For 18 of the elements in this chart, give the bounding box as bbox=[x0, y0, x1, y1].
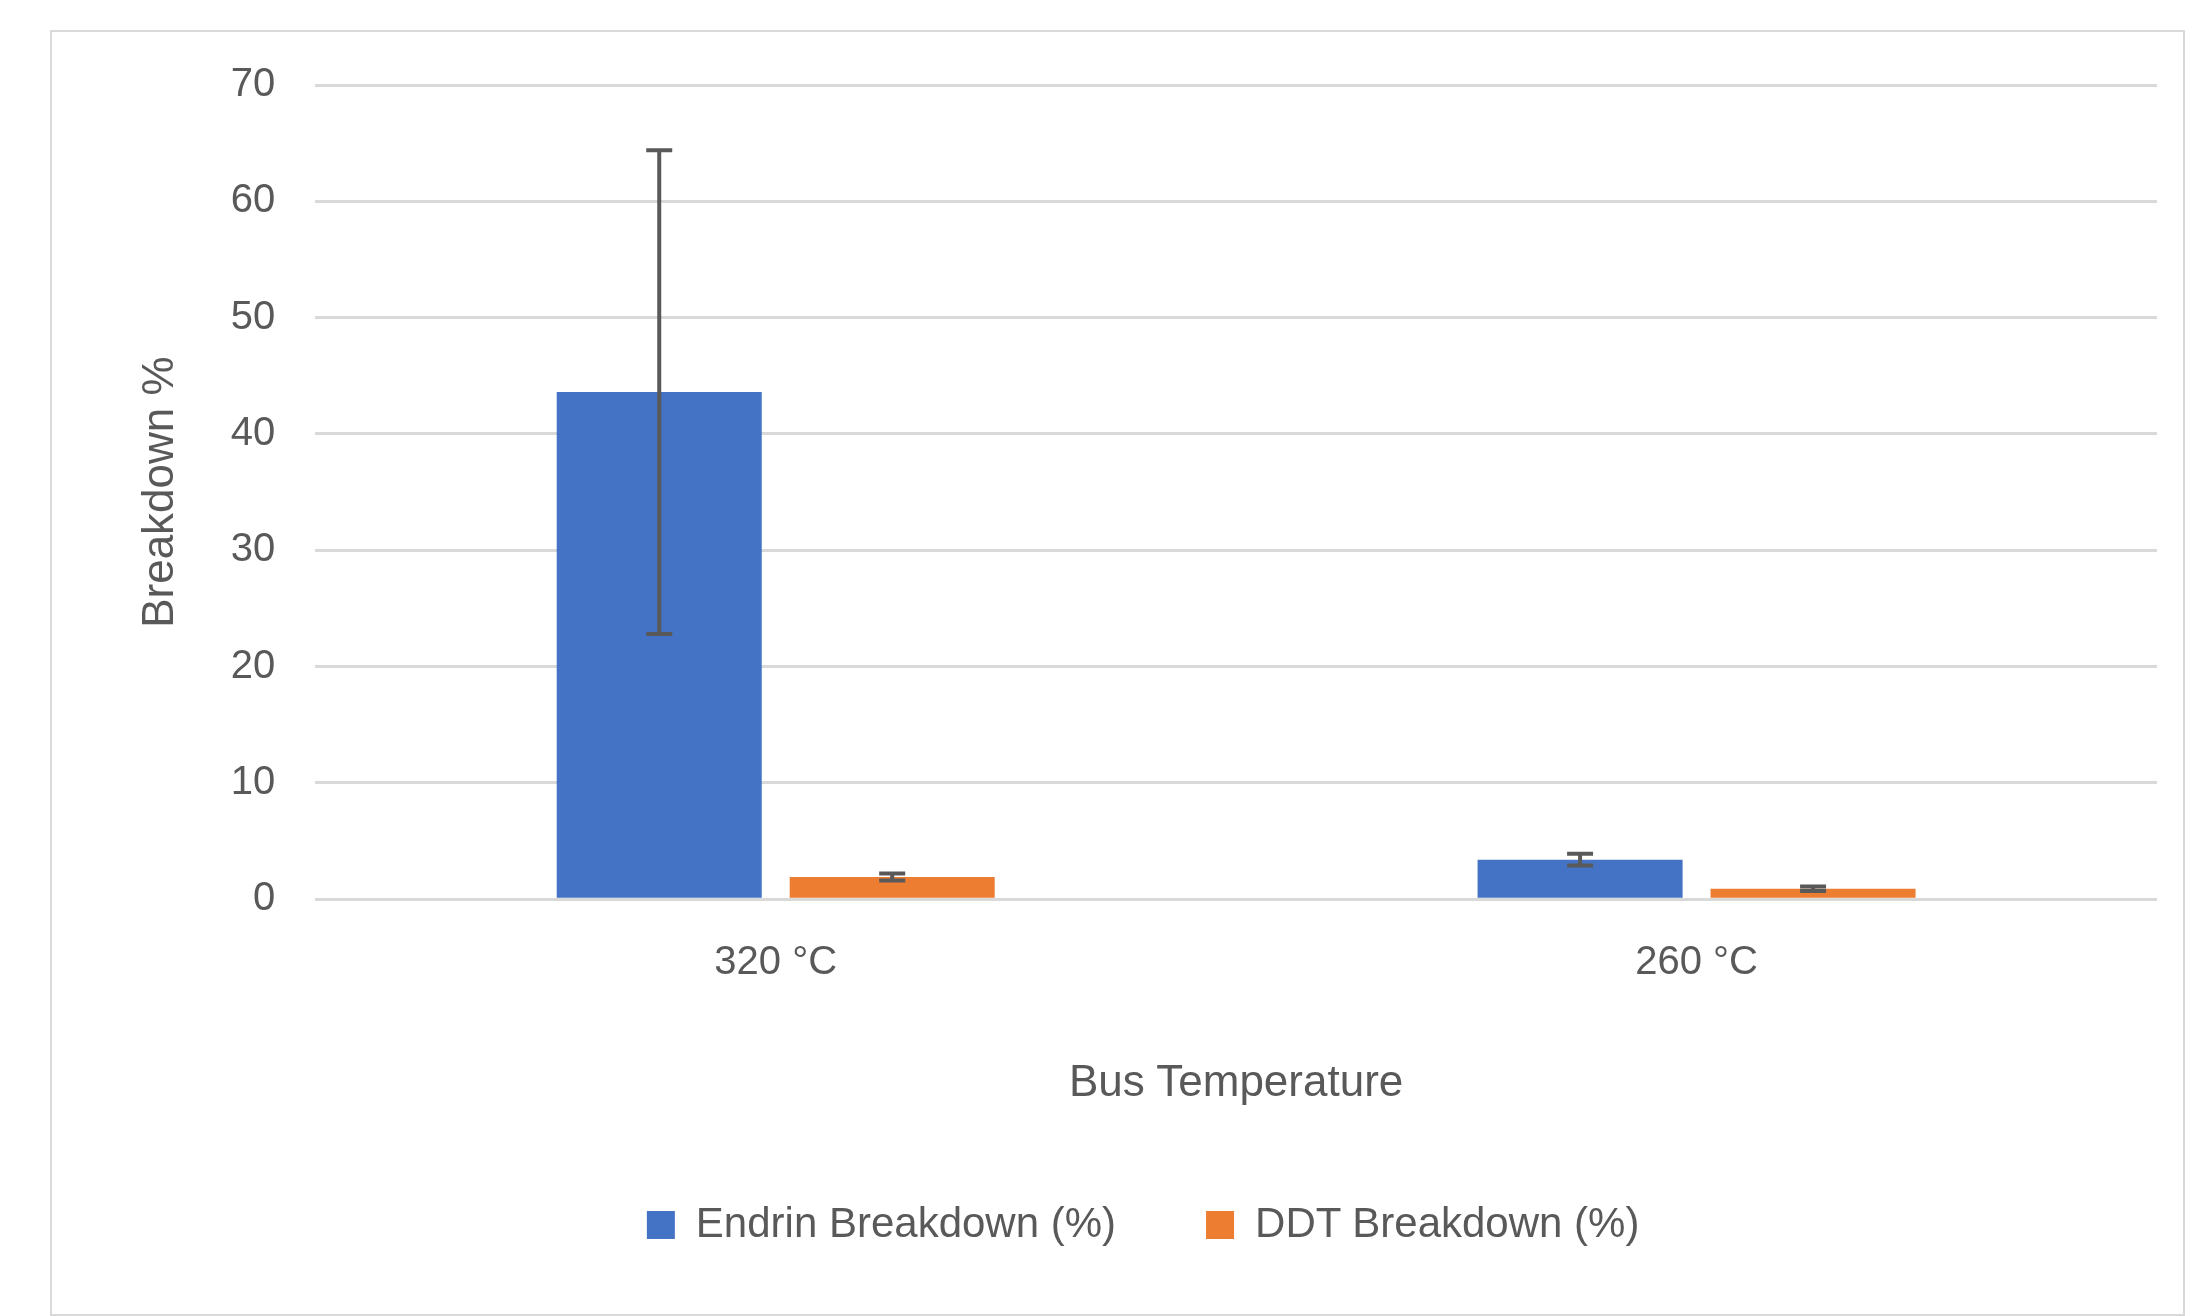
y-tick-label: 70 bbox=[230, 60, 276, 105]
y-tick-label: 40 bbox=[230, 408, 276, 453]
y-tick-label: 10 bbox=[230, 757, 276, 802]
bar bbox=[1477, 859, 1683, 898]
y-tick-label: 50 bbox=[230, 292, 276, 337]
y-tick-label: 60 bbox=[230, 176, 276, 221]
y-axis-title: Breakdown % bbox=[132, 356, 182, 628]
legend-label: Endrin Breakdown (%) bbox=[695, 1198, 1117, 1246]
legend-label: DDT Breakdown (%) bbox=[1255, 1198, 1640, 1246]
y-tick-label: 30 bbox=[230, 525, 276, 570]
y-tick-label: 0 bbox=[253, 874, 276, 919]
bar bbox=[556, 392, 762, 898]
x-tick-label: 320 °C bbox=[714, 938, 838, 983]
x-tick-label: 260 °C bbox=[1635, 938, 1758, 983]
x-axis-title: Bus Temperature bbox=[1069, 1055, 1404, 1105]
bar bbox=[789, 877, 995, 898]
bar bbox=[1710, 888, 1916, 898]
y-tick-label: 20 bbox=[230, 641, 276, 686]
